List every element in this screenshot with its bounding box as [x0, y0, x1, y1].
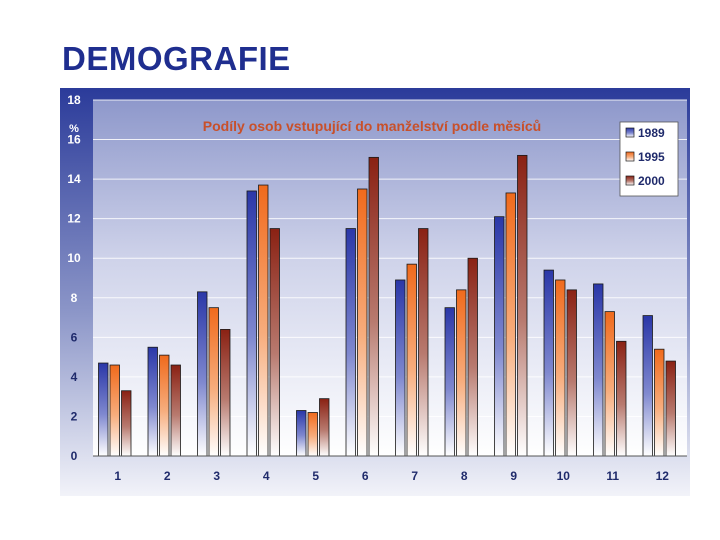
- bar-2000-month-8: [467, 257, 478, 457]
- bar-1995-month-10: [555, 279, 566, 457]
- bar-1995-month-7: [406, 263, 417, 457]
- y-tick-label: 18: [67, 93, 81, 107]
- x-tick-label: 2: [164, 469, 171, 483]
- x-tick-label: 6: [362, 469, 369, 483]
- bar-1989-month-11: [593, 283, 604, 457]
- bar-1995-month-1: [109, 364, 120, 457]
- bar-1995-month-4: [258, 184, 269, 457]
- y-tick-label: 4: [71, 370, 78, 384]
- y-tick-label: 2: [71, 409, 78, 423]
- bar-2000-month-2: [170, 364, 181, 457]
- bar-1995-month-5: [307, 412, 318, 457]
- x-tick-label: 1: [114, 469, 121, 483]
- bar-1995-month-11: [604, 311, 615, 457]
- bar-2000-month-5: [319, 398, 330, 457]
- y-tick-label: 14: [67, 172, 81, 186]
- bar-1989-month-12: [642, 315, 653, 457]
- gridlines: [93, 99, 687, 417]
- bar-2000-month-1: [121, 390, 132, 457]
- x-tick-label: 12: [656, 469, 670, 483]
- bar-1995-month-2: [159, 354, 170, 457]
- bar-2000-month-12: [665, 360, 676, 457]
- bar-1989-month-2: [147, 346, 158, 457]
- x-tick-label: 9: [510, 469, 517, 483]
- bar-2000-month-6: [368, 156, 379, 457]
- bar-2000-month-11: [616, 340, 627, 457]
- slide-title: DEMOGRAFIE: [62, 40, 291, 77]
- y-tick-label: 10: [67, 251, 81, 265]
- legend-swatch-2000: [625, 175, 635, 186]
- bar-1989-month-1: [98, 362, 109, 457]
- bar-1995-month-8: [456, 289, 467, 457]
- bar-1995-month-12: [654, 348, 665, 457]
- chart-frame: 0 2 4 6 8 10 12 14 16 18 1 2 3 4 5 6 7 8 9 10 11 12 Podíly os…: [60, 88, 690, 496]
- bar-2000-month-7: [418, 228, 429, 457]
- bar-1989-month-4: [246, 190, 257, 457]
- x-tick-label: 8: [461, 469, 468, 483]
- plot-area: [93, 100, 687, 456]
- bar-1989-month-3: [197, 291, 208, 457]
- y-tick-label: 16: [67, 133, 81, 147]
- bar-2000-month-3: [220, 329, 231, 457]
- x-tick-label: 4: [263, 469, 270, 483]
- bar-2000-month-9: [517, 154, 528, 457]
- bars: [98, 154, 676, 457]
- x-tick-label: 5: [312, 469, 319, 483]
- bar-1995-month-6: [357, 188, 368, 457]
- legend-entry-2000: 2000: [638, 174, 665, 188]
- bar-1989-month-6: [345, 228, 356, 457]
- bar-1989-month-5: [296, 410, 307, 457]
- legend-entry-1995: 1995: [638, 150, 665, 164]
- legend: 1989 1995 2000: [619, 121, 679, 197]
- y-tick-label: 0: [71, 449, 78, 463]
- y-tick-label: 6: [71, 330, 78, 344]
- legend-entry-1989: 1989: [638, 126, 665, 140]
- chart-title: Podíly osob vstupující do manželství pod…: [203, 118, 541, 134]
- y-tick-label: 12: [67, 212, 81, 226]
- legend-swatch-1995: [625, 151, 635, 162]
- legend-swatch-1989: [625, 127, 635, 138]
- bar-1995-month-9: [505, 192, 516, 457]
- bar-2000-month-4: [269, 228, 280, 457]
- x-tick-label: 10: [557, 469, 571, 483]
- bar-2000-month-10: [566, 289, 577, 457]
- x-tick-label: 3: [213, 469, 220, 483]
- bar-1989-month-10: [543, 269, 554, 457]
- y-tick-label: 8: [71, 291, 78, 305]
- x-tick-label: 11: [606, 469, 619, 483]
- x-tick-label: 7: [411, 469, 418, 483]
- bar-1989-month-9: [494, 216, 505, 457]
- bar-1989-month-8: [444, 307, 455, 457]
- bar-1995-month-3: [208, 307, 219, 457]
- y-axis-unit-label: %: [69, 123, 79, 135]
- bar-1989-month-7: [395, 279, 406, 457]
